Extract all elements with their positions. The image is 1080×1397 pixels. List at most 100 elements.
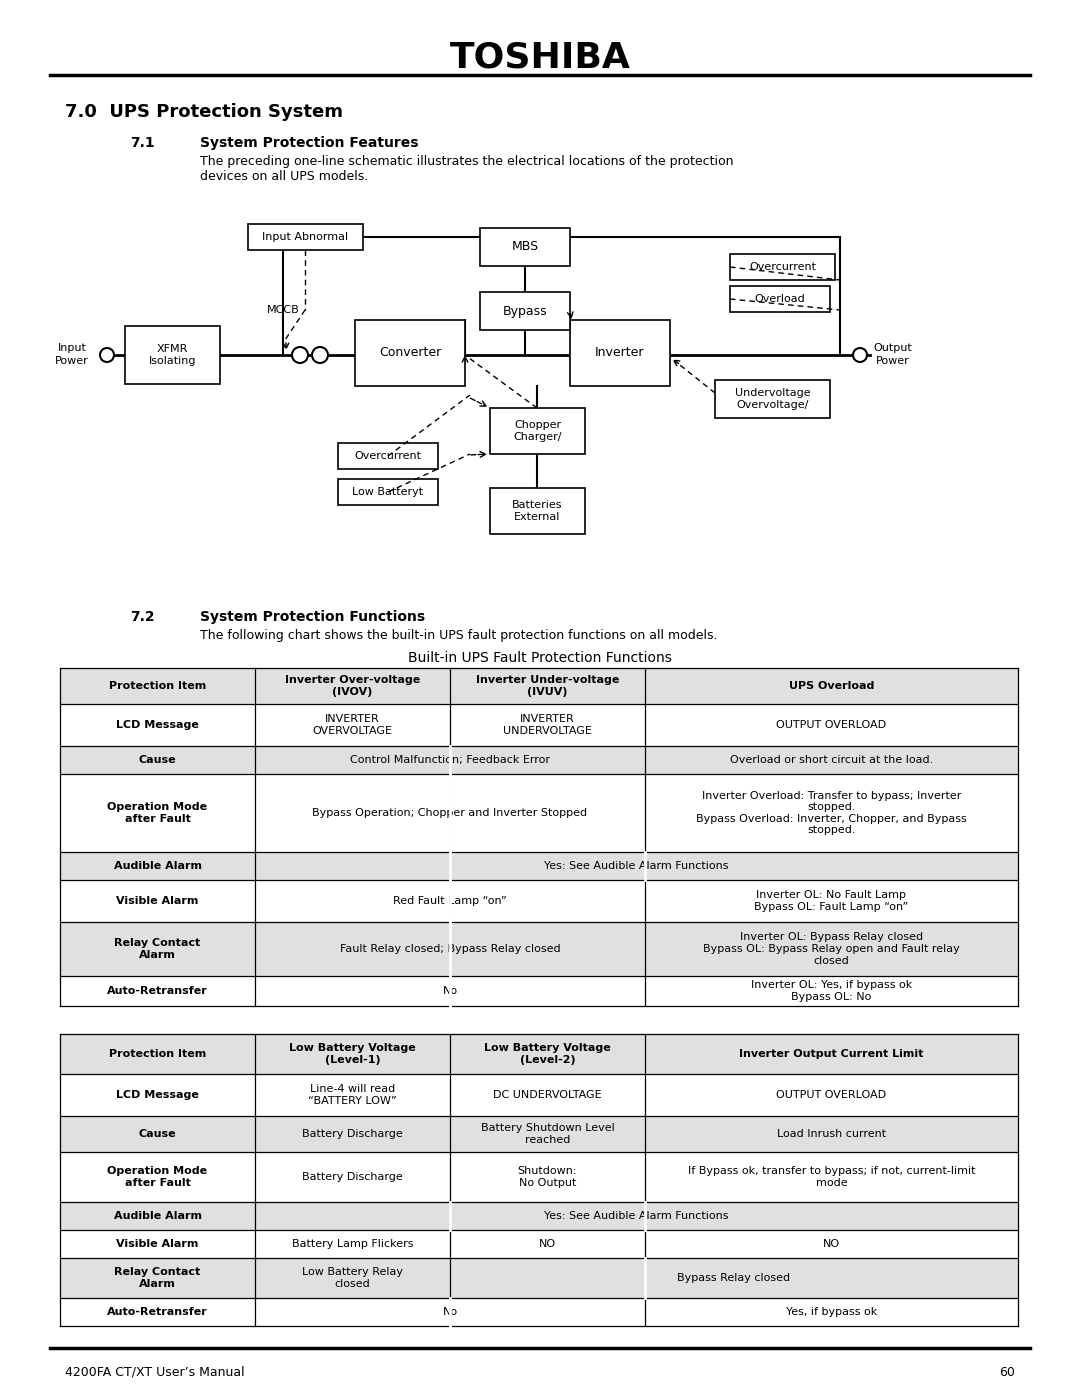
Bar: [480, 228, 570, 265]
Bar: [60, 1034, 1018, 1074]
Text: Shutdown:
No Output: Shutdown: No Output: [517, 1166, 577, 1187]
Text: Visible Alarm: Visible Alarm: [117, 1239, 199, 1249]
Text: Red Fault Lamp “on”: Red Fault Lamp “on”: [393, 895, 507, 907]
Text: Power: Power: [876, 356, 909, 366]
Text: XFMR: XFMR: [157, 344, 188, 353]
Text: NO: NO: [539, 1239, 556, 1249]
Text: Battery Discharge: Battery Discharge: [302, 1129, 403, 1139]
Text: OUTPUT OVERLOAD: OUTPUT OVERLOAD: [777, 719, 887, 731]
Text: Operation Mode
after Fault: Operation Mode after Fault: [107, 1166, 207, 1187]
Text: INVERTER
OVERVOLTAGE: INVERTER OVERVOLTAGE: [312, 714, 392, 736]
Text: Visible Alarm: Visible Alarm: [117, 895, 199, 907]
Text: The preceding one-line schematic illustrates the electrical locations of the pro: The preceding one-line schematic illustr…: [200, 155, 733, 168]
Circle shape: [100, 348, 114, 362]
Text: UPS Overload: UPS Overload: [788, 680, 874, 692]
Text: Isolating: Isolating: [149, 356, 197, 366]
Text: Input: Input: [57, 344, 86, 353]
Text: LCD Message: LCD Message: [116, 719, 199, 731]
Circle shape: [312, 346, 328, 363]
Bar: [60, 1201, 1018, 1229]
Text: No: No: [443, 986, 458, 996]
Bar: [248, 224, 363, 250]
Text: Power: Power: [55, 356, 89, 366]
Text: Protection Item: Protection Item: [109, 680, 206, 692]
Bar: [60, 704, 1018, 746]
Circle shape: [292, 346, 308, 363]
Text: System Protection Features: System Protection Features: [200, 136, 419, 149]
Bar: [60, 1298, 1018, 1326]
Bar: [60, 1116, 1018, 1153]
Text: Operation Mode
after Fault: Operation Mode after Fault: [107, 802, 207, 824]
Text: Yes: See Audible Alarm Functions: Yes: See Audible Alarm Functions: [544, 861, 729, 870]
Text: Line-4 will read
“BATTERY LOW”: Line-4 will read “BATTERY LOW”: [308, 1084, 396, 1106]
Text: Charger/: Charger/: [513, 432, 562, 441]
Text: Fault Relay closed; Bypass Relay closed: Fault Relay closed; Bypass Relay closed: [340, 944, 561, 954]
Text: TOSHIBA: TOSHIBA: [449, 41, 631, 74]
Bar: [60, 852, 1018, 880]
Text: Battery Lamp Flickers: Battery Lamp Flickers: [292, 1239, 414, 1249]
Text: Inverter OL: Bypass Relay closed
Bypass OL: Bypass Relay open and Fault relay
cl: Inverter OL: Bypass Relay closed Bypass …: [703, 932, 960, 965]
Text: Bypass: Bypass: [502, 305, 548, 317]
Text: Built-in UPS Fault Protection Functions: Built-in UPS Fault Protection Functions: [408, 651, 672, 665]
Text: Cause: Cause: [138, 754, 176, 766]
Text: Overcurrent: Overcurrent: [354, 451, 421, 461]
Text: Audible Alarm: Audible Alarm: [113, 861, 202, 870]
Text: Converter: Converter: [379, 346, 441, 359]
Text: Overload: Overload: [755, 293, 806, 305]
Text: Output: Output: [874, 344, 913, 353]
Text: Inverter: Inverter: [595, 346, 645, 359]
Text: Battery Discharge: Battery Discharge: [302, 1172, 403, 1182]
Text: Load Inrush current: Load Inrush current: [777, 1129, 886, 1139]
Text: Input Abnormal: Input Abnormal: [262, 232, 349, 242]
Bar: [480, 292, 570, 330]
Text: 4200FA CT/XT User’s Manual: 4200FA CT/XT User’s Manual: [65, 1365, 245, 1379]
Text: If Bypass ok, transfer to bypass; if not, current-limit
mode: If Bypass ok, transfer to bypass; if not…: [688, 1166, 975, 1187]
Bar: [60, 1074, 1018, 1116]
Text: Inverter Output Current Limit: Inverter Output Current Limit: [740, 1049, 923, 1059]
Bar: [125, 326, 220, 384]
Bar: [338, 443, 438, 469]
Text: Low Battery Voltage
(Level-1): Low Battery Voltage (Level-1): [289, 1044, 416, 1065]
Bar: [60, 1259, 1018, 1298]
Bar: [730, 254, 835, 279]
Text: System Protection Functions: System Protection Functions: [200, 610, 426, 624]
Text: NO: NO: [823, 1239, 840, 1249]
Text: INVERTER
UNDERVOLTAGE: INVERTER UNDERVOLTAGE: [503, 714, 592, 736]
Text: Batteries: Batteries: [512, 500, 563, 510]
Text: Control Malfunction; Feedback Error: Control Malfunction; Feedback Error: [350, 754, 550, 766]
Text: Cause: Cause: [138, 1129, 176, 1139]
Text: Yes, if bypass ok: Yes, if bypass ok: [786, 1308, 877, 1317]
Text: Low Batteryt: Low Batteryt: [352, 488, 423, 497]
Text: Inverter Under-voltage
(IVUV): Inverter Under-voltage (IVUV): [476, 675, 619, 697]
Text: Chopper: Chopper: [514, 420, 562, 430]
Bar: [490, 488, 585, 534]
Text: Low Battery Voltage
(Level-2): Low Battery Voltage (Level-2): [484, 1044, 611, 1065]
Text: Overvoltage/: Overvoltage/: [737, 400, 809, 409]
Text: Overload or short circuit at the load.: Overload or short circuit at the load.: [730, 754, 933, 766]
Text: MCCB: MCCB: [267, 305, 299, 314]
Text: 7.0  UPS Protection System: 7.0 UPS Protection System: [65, 103, 343, 122]
Text: External: External: [514, 511, 561, 522]
Bar: [60, 977, 1018, 1006]
Text: 7.2: 7.2: [130, 610, 154, 624]
Bar: [730, 286, 831, 312]
Bar: [338, 479, 438, 504]
Bar: [60, 746, 1018, 774]
Text: Low Battery Relay
closed: Low Battery Relay closed: [302, 1267, 403, 1289]
Bar: [60, 774, 1018, 852]
Text: Relay Contact
Alarm: Relay Contact Alarm: [114, 1267, 201, 1289]
Text: Audible Alarm: Audible Alarm: [113, 1211, 202, 1221]
Text: Battery Shutdown Level
reached: Battery Shutdown Level reached: [481, 1123, 615, 1144]
Text: MBS: MBS: [512, 240, 539, 253]
Text: Relay Contact
Alarm: Relay Contact Alarm: [114, 939, 201, 960]
Text: Protection Item: Protection Item: [109, 1049, 206, 1059]
Text: 60: 60: [999, 1365, 1015, 1379]
Bar: [490, 408, 585, 454]
Text: Auto-Retransfer: Auto-Retransfer: [107, 986, 207, 996]
Text: Inverter OL: No Fault Lamp
Bypass OL: Fault Lamp “on”: Inverter OL: No Fault Lamp Bypass OL: Fa…: [754, 890, 908, 912]
Text: No: No: [443, 1308, 458, 1317]
Text: Yes: See Audible Alarm Functions: Yes: See Audible Alarm Functions: [544, 1211, 729, 1221]
Text: LCD Message: LCD Message: [116, 1090, 199, 1099]
Text: Overcurrent: Overcurrent: [750, 263, 816, 272]
Bar: [60, 922, 1018, 977]
